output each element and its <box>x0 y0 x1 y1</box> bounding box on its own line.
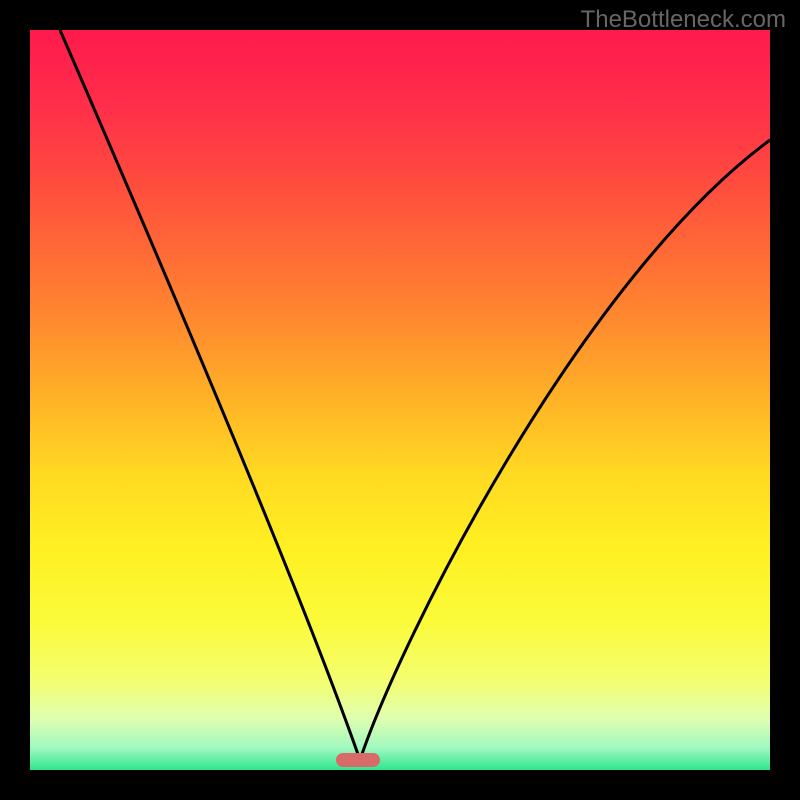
chart-container: TheBottleneck.com <box>0 0 800 800</box>
watermark-text: TheBottleneck.com <box>581 6 786 34</box>
optimal-marker <box>336 753 380 767</box>
bottleneck-chart <box>0 0 800 800</box>
